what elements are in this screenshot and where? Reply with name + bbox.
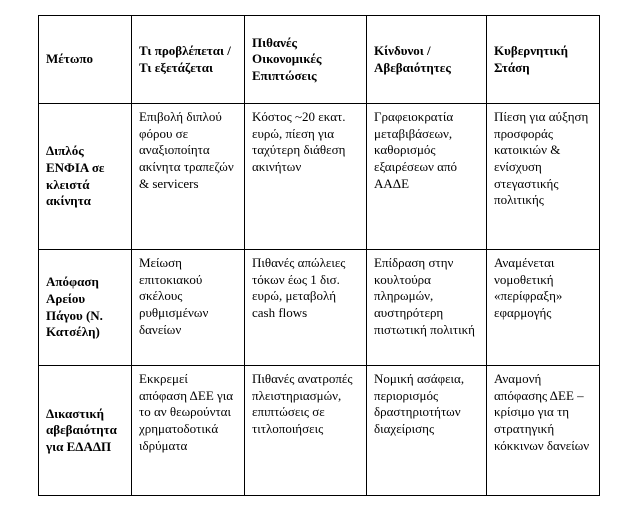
table-cell: Πιθανές ανατροπές πλειστηριασμών, επιπτώ… (244, 365, 367, 496)
table-cell: Πιθανές απώλειες τόκων έως 1 δισ. ευρώ, … (244, 249, 367, 366)
table-cell: Αναμονή απόφασης ΔΕΕ – κρίσιμο για τη στ… (486, 365, 600, 496)
table-cell: Αναμένεται νομοθετική «περίφραξη» εφαρμο… (486, 249, 600, 366)
table-cell: Εκκρεμεί απόφαση ΔΕΕ για το αν θεωρούντα… (131, 365, 245, 496)
table-cell: Πίεση για αύξηση προσφοράς κατοικιών & ε… (486, 103, 600, 250)
table-cell: Νομική ασάφεια, περιορισμός δραστηριοτήτ… (366, 365, 487, 496)
column-header-economic-impact: Πιθανές Οικονομικές Επιπτώσεις (244, 15, 367, 104)
table-cell: Κόστος ~20 εκατ. ευρώ, πίεση για ταχύτερ… (244, 103, 367, 250)
table-row: Απόφαση Αρείου Πάγου (Ν. Κατσέλη) Μείωση… (38, 249, 600, 366)
column-header-risks: Κίνδυνοι / Αβεβαιότητες (366, 15, 487, 104)
table-cell: Μείωση επιτοκιακού σκέλους ρυθμισμένων δ… (131, 249, 245, 366)
table-cell: Γραφειοκρατία μεταβιβάσεων, καθορισμός ε… (366, 103, 487, 250)
row-header-cell: Δικαστική αβεβαιότητα για ΕΔΑΔΠ (38, 365, 132, 496)
table-cell: Επίδραση στην κουλτούρα πληρωμών, αυστηρ… (366, 249, 487, 366)
row-header-cell: Διπλός ΕΝΦΙΑ σε κλειστά ακίνητα (38, 103, 132, 250)
table-row: Δικαστική αβεβαιότητα για ΕΔΑΔΠ Εκκρεμεί… (38, 365, 600, 496)
table-cell: Επιβολή διπλού φόρου σε αναξιοποίητα ακί… (131, 103, 245, 250)
header-row: Μέτωπο Τι προβλέπεται / Τι εξετάζεται Πι… (38, 15, 600, 104)
column-header-front: Μέτωπο (38, 15, 132, 104)
row-header-cell: Απόφαση Αρείου Πάγου (Ν. Κατσέλη) (38, 249, 132, 366)
risk-matrix-table: Μέτωπο Τι προβλέπεται / Τι εξετάζεται Πι… (38, 15, 600, 496)
column-header-predicted: Τι προβλέπεται / Τι εξετάζεται (131, 15, 245, 104)
table-row: Διπλός ΕΝΦΙΑ σε κλειστά ακίνητα Επιβολή … (38, 103, 600, 250)
column-header-government-stance: Κυβερνητική Στάση (486, 15, 600, 104)
